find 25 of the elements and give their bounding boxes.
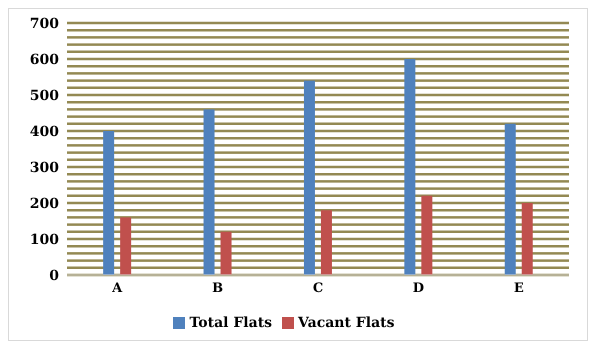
bar — [421, 196, 432, 275]
legend-label: Vacant Flats — [298, 315, 394, 331]
bar — [103, 131, 114, 275]
y-tick-label: 300 — [30, 160, 60, 176]
bar — [404, 59, 416, 275]
x-tick-label: D — [412, 281, 424, 296]
x-tick-label: C — [312, 281, 324, 296]
bar — [204, 109, 215, 275]
y-tick-label: 500 — [30, 88, 60, 104]
y-tick-label: 700 — [30, 16, 60, 32]
legend-label: Total Flats — [189, 315, 272, 331]
y-tick-label: 600 — [30, 52, 60, 68]
x-tick-label: E — [514, 281, 524, 296]
y-tick-label: 0 — [49, 268, 60, 284]
bar — [504, 124, 516, 275]
y-tick-label: 100 — [30, 232, 60, 248]
y-tick-label: 400 — [30, 124, 60, 140]
bar — [220, 232, 232, 275]
bar — [120, 217, 132, 275]
x-tick-label: A — [111, 281, 124, 296]
bar — [522, 203, 533, 275]
bar — [304, 80, 315, 275]
y-tick-label: 200 — [30, 196, 60, 212]
bar — [320, 210, 332, 275]
x-tick-label: B — [212, 281, 224, 296]
